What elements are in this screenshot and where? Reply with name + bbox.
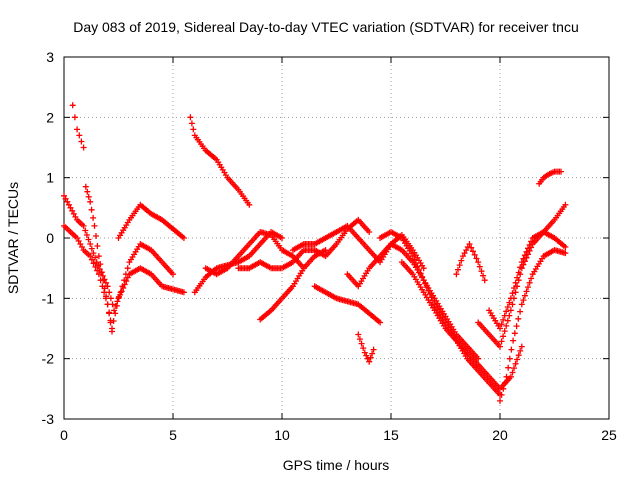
data-point-marks	[536, 168, 564, 187]
series-arc-10	[257, 247, 329, 323]
y-axis-label: SDTVAR / TECUs	[5, 182, 21, 294]
data-point-marks	[486, 229, 569, 332]
data-point-marks	[497, 247, 569, 404]
series-arc-12	[355, 331, 377, 365]
series-arc-21	[536, 168, 564, 187]
series-arc-18	[475, 201, 569, 350]
series-arc-04	[82, 183, 115, 335]
data-point-marks	[235, 216, 373, 272]
data-point-marks	[61, 192, 176, 314]
data-point-marks	[191, 229, 285, 296]
y-tick-label: -2	[42, 351, 55, 367]
x-tick-label: 15	[383, 427, 399, 443]
series-arc-08	[202, 229, 307, 278]
series-arc-05	[115, 201, 187, 241]
series-arc-20	[497, 247, 569, 404]
series-arc-13	[289, 222, 427, 272]
data-point-marks	[202, 229, 307, 278]
data-point-marks	[311, 283, 384, 326]
series-arc-11	[311, 283, 384, 326]
series-arc-03	[69, 102, 87, 151]
data-points	[61, 102, 569, 404]
grid	[64, 57, 609, 419]
series-arc-16	[398, 259, 525, 392]
y-tick-label: 1	[46, 170, 54, 186]
x-tick-label: 5	[169, 427, 177, 443]
chart-title: Day 083 of 2019, Sidereal Day-to-day VTE…	[73, 19, 579, 35]
series-arc-06	[187, 114, 253, 208]
data-point-marks	[257, 247, 329, 323]
y-tick-label: 3	[46, 49, 54, 65]
y-tick-label: -3	[42, 411, 55, 427]
series-arc-09	[235, 216, 373, 272]
data-point-marks	[289, 222, 427, 272]
x-tick-label: 0	[60, 427, 68, 443]
y-tick-label: -1	[42, 290, 55, 306]
x-tick-label: 20	[492, 427, 508, 443]
series-arc-19	[486, 229, 569, 332]
x-tick-label: 25	[601, 427, 617, 443]
data-point-marks	[69, 102, 87, 151]
axis-ticks: 0 5 10 15 20 25 -3 -2 -1 0 1 2 3	[42, 49, 617, 443]
series-arc-07	[191, 229, 285, 296]
y-tick-label: 0	[46, 230, 54, 246]
data-point-marks	[398, 259, 525, 392]
data-point-marks	[82, 183, 115, 335]
data-point-marks	[453, 241, 488, 284]
data-point-marks	[115, 201, 187, 241]
data-point-marks	[187, 114, 253, 208]
data-point-marks	[355, 331, 377, 365]
x-axis-label: GPS time / hours	[283, 457, 390, 473]
series-arc-02	[61, 192, 176, 314]
series-arc-17	[453, 241, 488, 284]
x-tick-label: 10	[274, 427, 290, 443]
y-tick-label: 2	[46, 109, 54, 125]
data-point-marks	[475, 201, 569, 350]
